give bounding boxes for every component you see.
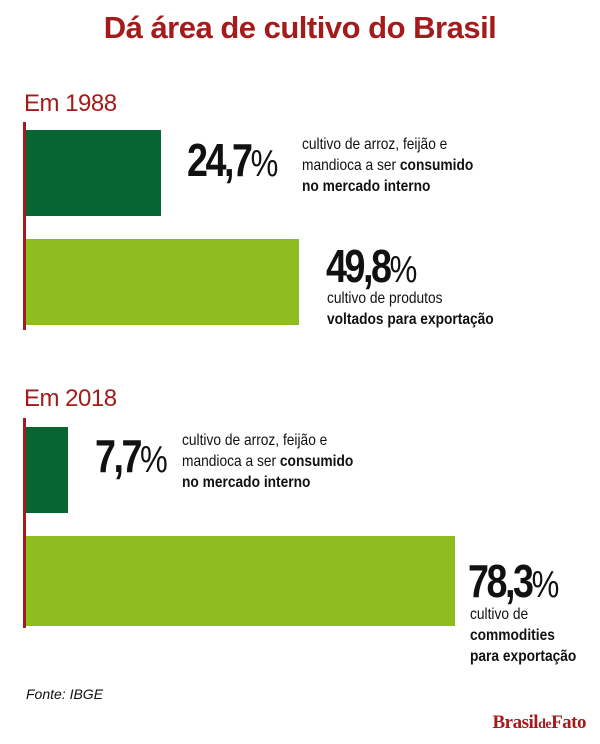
desc-1988-export: cultivo de produtos voltados para export… <box>327 290 494 328</box>
desc-1988-internal: cultivo de arroz, feijão e mandioca a se… <box>302 136 474 195</box>
bar-2018-internal <box>26 427 69 513</box>
brasil-de-fato-logo: BrasildeFato <box>492 712 587 733</box>
bar-1988-internal <box>26 130 162 216</box>
bar-1988-export <box>26 239 299 325</box>
axis-line-2018 <box>23 418 26 628</box>
desc-2018-internal: cultivo de arroz, feijão e mandioca a se… <box>182 432 354 491</box>
value-label-1988-export: 49,8% <box>326 240 418 292</box>
value-label-2018-internal: 7,7% <box>95 430 168 482</box>
value-label-1988-internal: 24,7% <box>187 134 279 186</box>
source-note: Fonte: IBGE <box>26 686 104 702</box>
value-label-2018-export: 78,3% <box>468 555 560 607</box>
bar-2018-export <box>26 536 456 626</box>
axis-line-1988 <box>23 122 26 330</box>
desc-2018-export: cultivo de commodities para exportação <box>470 606 577 665</box>
chart-title: Dá área de cultivo do Brasil <box>103 10 497 45</box>
group-label-2018: Em 2018 <box>24 385 117 412</box>
group-label-1988: Em 1988 <box>24 90 117 117</box>
